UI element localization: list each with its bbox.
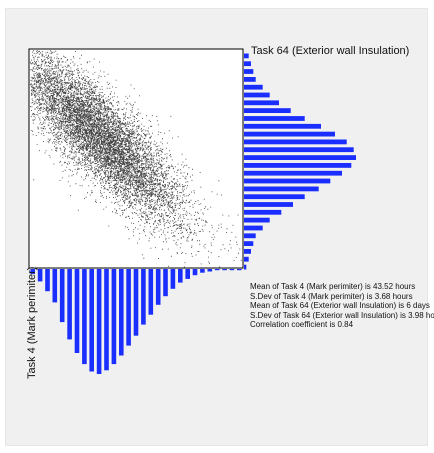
bottom-histogram-bar [52, 269, 58, 303]
right-histogram-bar [244, 147, 354, 153]
bottom-histogram-bar [155, 269, 161, 305]
right-histogram-bar [244, 61, 251, 67]
bottom-histogram-bar [37, 269, 43, 282]
right-histogram-bar [244, 139, 347, 145]
right-histogram-bar [244, 202, 293, 207]
x-variable-title: Task 4 (Mark perimiter) [26, 266, 38, 379]
bottom-histogram-bar [170, 269, 176, 289]
chart-plot [28, 48, 356, 374]
right-histogram-bar [244, 116, 305, 121]
bottom-histogram-bar [237, 269, 242, 271]
right-histogram-bar [244, 264, 247, 270]
right-histogram-bar [244, 186, 319, 192]
right-histogram-bar [244, 163, 352, 168]
right-histogram-bar [244, 155, 356, 160]
stat-sdev-task64: S.Dev of Task 64 (Exterior wall Insulati… [250, 310, 434, 320]
bottom-histogram-bar [222, 269, 227, 271]
right-histogram-bar [244, 131, 335, 137]
right-histogram-bar [244, 123, 321, 129]
bottom-histogram-bar [185, 269, 190, 279]
right-histogram-bar [244, 209, 282, 215]
right-histogram-bar [244, 178, 331, 184]
stat-mean-task64: Mean of Task 64 (Exterior wall Insulatio… [250, 301, 430, 311]
bottom-histogram-bar [126, 269, 131, 346]
right-histogram-bar [244, 233, 256, 239]
stat-correlation: Correlation coefficient is 0.84 [250, 320, 354, 330]
bottom-histogram-bar [178, 269, 183, 283]
bottom-histogram-bar [67, 269, 72, 340]
bottom-histogram-bar [30, 269, 35, 274]
right-histogram-bar [244, 84, 263, 90]
stat-sdev-task4: S.Dev of Task 4 (Mark perimiter) is 3.68… [250, 291, 413, 301]
scatter-point-cloud [30, 50, 242, 268]
right-histogram-bar [244, 256, 249, 262]
bottom-histogram [30, 269, 242, 374]
bottom-histogram-bar [45, 269, 50, 292]
bottom-histogram-bar [141, 269, 146, 325]
stats-block: Mean of Task 4 (Mark perimiter) is 43.52… [250, 282, 434, 330]
bottom-histogram-bar [207, 269, 213, 272]
bottom-histogram-bar [111, 269, 117, 365]
right-histogram-bar [244, 225, 263, 231]
bottom-histogram-bar [214, 269, 220, 271]
bottom-histogram-bar [229, 269, 235, 271]
right-histogram-bar [244, 53, 249, 59]
bottom-histogram-bar [104, 269, 109, 371]
right-histogram-bar [244, 100, 279, 106]
bottom-histogram-bar [119, 269, 124, 356]
bottom-histogram-bar [74, 269, 80, 353]
bottom-histogram-bar [163, 269, 168, 297]
right-histogram-bar [244, 108, 291, 113]
right-histogram-bar [244, 77, 256, 82]
bottom-histogram-bar [59, 269, 65, 323]
right-histogram-bar [244, 194, 305, 200]
bottom-histogram-bar [82, 269, 87, 365]
scatter-points [30, 50, 242, 268]
bottom-histogram-bar [200, 269, 205, 273]
right-histogram [244, 53, 356, 270]
right-histogram-bar [244, 249, 251, 254]
right-histogram-bar [244, 69, 254, 74]
bottom-histogram-bar [133, 269, 139, 336]
bottom-histogram-bar [148, 269, 154, 315]
right-histogram-bar [244, 92, 270, 98]
bottom-histogram-bar [192, 269, 198, 276]
right-histogram-bar [244, 217, 270, 223]
y-variable-title: Task 64 (Exterior wall Insulation) [251, 45, 410, 57]
bottom-histogram-bar [96, 269, 102, 374]
chart-panel: Task 64 (Exterior wall Insulation) Task … [5, 8, 434, 446]
right-histogram-bar [244, 170, 342, 176]
right-histogram-bar [244, 241, 254, 246]
bottom-histogram-bar [89, 269, 94, 372]
stat-mean-task4: Mean of Task 4 (Mark perimiter) is 43.52… [250, 282, 416, 291]
